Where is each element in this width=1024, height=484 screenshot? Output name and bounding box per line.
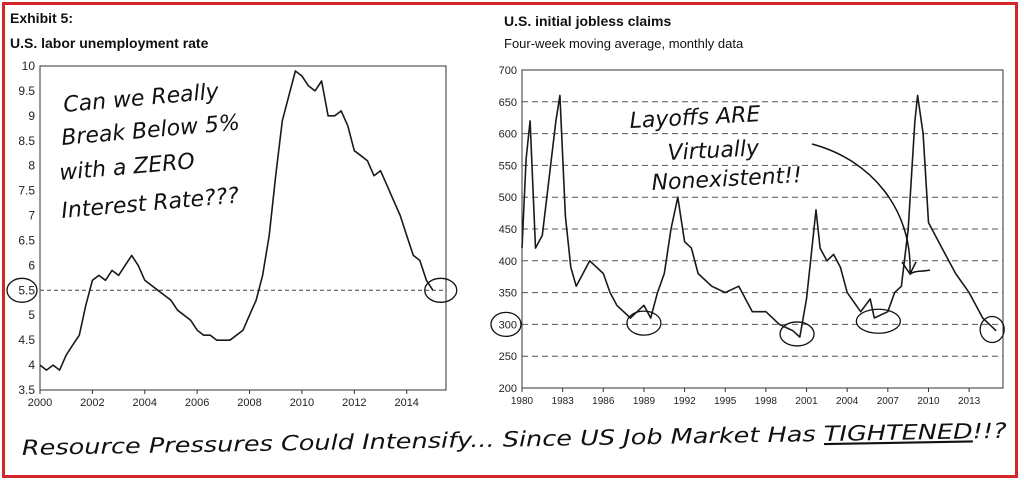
bottom-note-emphasis: TIGHTENED (824, 419, 973, 446)
series-line (521, 94, 997, 338)
x-tick-label: 2002 (80, 397, 104, 409)
right-handwritten-note-line-3: Nonexistent!! (651, 163, 802, 196)
bottom-note-text: Resource Pressures Could Intensify... Si… (22, 422, 824, 460)
y-tick-label: 700 (499, 65, 517, 77)
y-tick-label: 8 (28, 159, 35, 173)
x-tick-label: 2010 (290, 397, 314, 409)
x-tick-label: 2007 (877, 396, 900, 407)
x-tick-label: 1986 (592, 396, 615, 407)
x-tick-label: 1989 (633, 396, 656, 407)
left-handwritten-note-line-3: with a ZERO (58, 149, 195, 186)
x-tick-label: 1980 (511, 396, 534, 407)
y-tick-label: 7 (28, 209, 35, 223)
y-tick-label: 4.5 (18, 333, 35, 347)
y-tick-label: 5 (28, 308, 35, 322)
bottom-note-ending: !!? (972, 419, 1006, 444)
circle-left-tick-highlight (6, 277, 38, 303)
x-tick-label: 2012 (342, 397, 366, 409)
exhibit-label: Exhibit 5: (10, 10, 74, 26)
plot-area-border (39, 65, 447, 391)
circle-trough-2000 (779, 321, 815, 347)
y-tick-label: 500 (499, 192, 517, 204)
y-tick-label: 7.5 (18, 184, 35, 198)
x-tick-label: 2000 (28, 397, 52, 409)
y-tick-label: 6 (28, 258, 35, 272)
y-tick-label: 200 (499, 383, 517, 395)
red-border-frame (2, 2, 1018, 478)
y-tick-label: 250 (499, 351, 517, 363)
circle-trough-2006 (855, 308, 901, 334)
x-tick-label: 2013 (958, 396, 981, 407)
y-tick-label: 9.5 (18, 84, 35, 98)
x-tick-label: 1995 (714, 396, 737, 407)
y-tick-label: 650 (499, 97, 517, 109)
x-tick-label: 1983 (552, 396, 575, 407)
y-tick-label: 8.5 (18, 134, 35, 148)
y-tick-label: 5.5 (18, 283, 35, 297)
y-tick-label: 9 (28, 109, 35, 123)
x-tick-label: 1998 (755, 396, 778, 407)
x-tick-label: 2004 (836, 396, 859, 407)
x-tick-label: 2014 (394, 397, 418, 409)
y-tick-label: 400 (499, 256, 517, 268)
left-handwritten-note-line-2: Break Below 5% (60, 110, 240, 151)
right-chart-subtitle: Four-week moving average, monthly data (504, 36, 744, 51)
right-handwritten-note-line-1: Layoffs ARE (629, 102, 761, 134)
arrow-head (901, 261, 931, 276)
right-chart-title: U.S. initial jobless claims (504, 13, 672, 29)
left-chart-title: U.S. labor unemployment rate (10, 35, 209, 51)
bottom-handwritten-note: Resource Pressures Could Intensify... Si… (22, 419, 1007, 460)
y-tick-label: 6.5 (18, 233, 35, 247)
circle-right-tick-highlight (490, 311, 522, 338)
y-tick-label: 300 (499, 319, 517, 331)
curved-annotation-arrow (811, 143, 911, 273)
circle-trough-2014 (979, 315, 1005, 344)
x-tick-label: 2010 (917, 396, 940, 407)
y-tick-label: 350 (499, 288, 517, 300)
y-tick-label: 3.5 (18, 383, 35, 397)
y-tick-label: 4 (28, 358, 35, 372)
circle-trough-1989 (626, 310, 662, 336)
y-tick-label: 10 (22, 59, 36, 73)
x-tick-label: 2008 (237, 397, 261, 409)
x-tick-label: 2006 (185, 397, 209, 409)
x-tick-label: 2004 (133, 397, 157, 409)
left-handwritten-note-line-1: Can we Really (62, 79, 220, 118)
series-line (39, 70, 434, 371)
x-tick-label: 1992 (673, 396, 696, 407)
circle-left-endpoint (424, 277, 458, 303)
y-tick-label: 450 (499, 224, 517, 236)
y-tick-label: 550 (499, 160, 517, 172)
right-handwritten-note-line-2: Virtually (667, 136, 761, 166)
x-tick-label: 2001 (795, 396, 818, 407)
left-handwritten-note-line-4: Interest Rate??? (60, 184, 240, 224)
y-tick-label: 600 (499, 129, 517, 141)
